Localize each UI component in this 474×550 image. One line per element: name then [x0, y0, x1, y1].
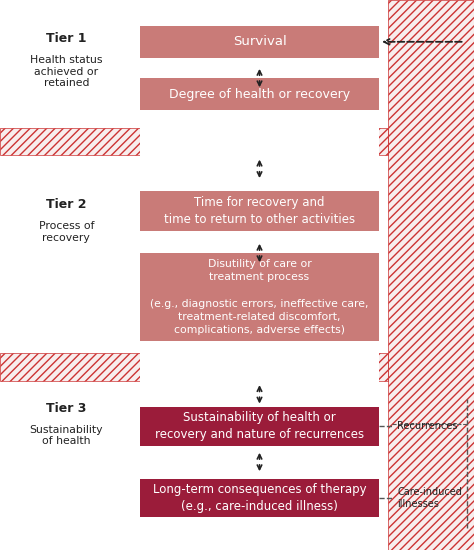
- Text: Tier 2: Tier 2: [46, 198, 87, 211]
- Text: Time for recovery and
time to return to other activities: Time for recovery and time to return to …: [164, 196, 355, 226]
- Bar: [140, 253, 379, 341]
- Text: Recurrences: Recurrences: [397, 421, 458, 431]
- Text: Survival: Survival: [233, 35, 286, 48]
- Text: Degree of health or recovery: Degree of health or recovery: [169, 87, 350, 101]
- Text: Health status
achieved or
retained: Health status achieved or retained: [30, 55, 102, 88]
- Bar: [0, 128, 388, 155]
- Bar: [140, 478, 379, 517]
- Bar: [0, 353, 388, 381]
- Text: Care-induced
illnesses: Care-induced illnesses: [397, 487, 462, 509]
- Text: Process of
recovery: Process of recovery: [38, 221, 94, 243]
- Bar: [140, 191, 379, 231]
- Text: Tier 1: Tier 1: [46, 32, 87, 45]
- Text: Sustainability
of health: Sustainability of health: [29, 425, 103, 446]
- Text: Long-term consequences of therapy
(e.g., care-induced illness): Long-term consequences of therapy (e.g.,…: [153, 483, 366, 513]
- Bar: [388, 0, 474, 550]
- Bar: [140, 407, 379, 446]
- Bar: [0, 353, 388, 381]
- Bar: [140, 0, 379, 550]
- Text: Disutility of care or
treatment process

(e.g., diagnostic errors, ineffective c: Disutility of care or treatment process …: [150, 259, 369, 335]
- Bar: [0, 128, 388, 155]
- Bar: [140, 78, 379, 110]
- Bar: [140, 26, 379, 58]
- Text: Tier 3: Tier 3: [46, 402, 87, 415]
- Text: Sustainability of health or
recovery and nature of recurrences: Sustainability of health or recovery and…: [155, 411, 364, 441]
- Bar: [388, 0, 474, 550]
